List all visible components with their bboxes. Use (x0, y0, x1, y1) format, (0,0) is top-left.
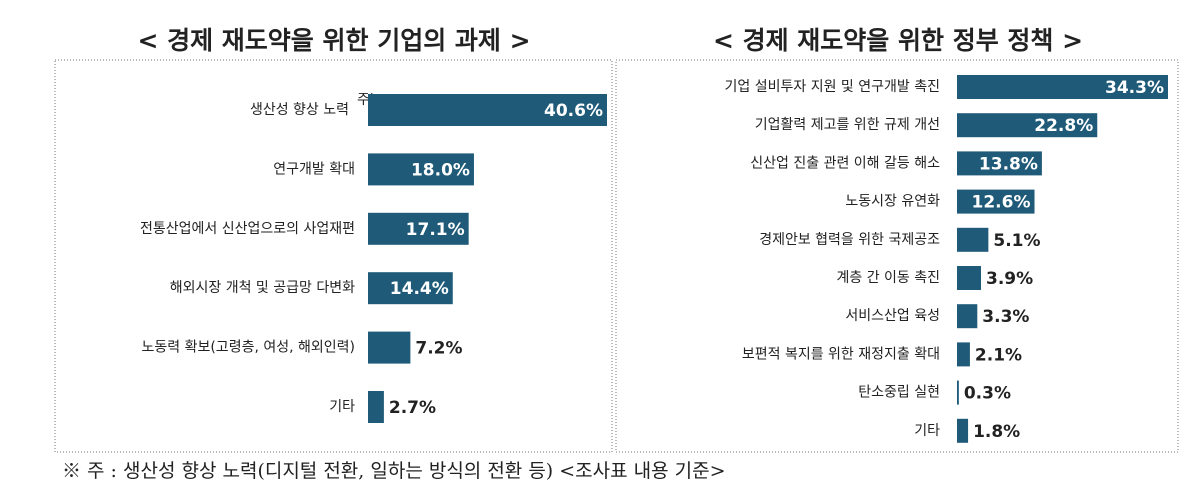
category-label: 기타 (329, 399, 355, 415)
bar (957, 266, 981, 290)
category-label: 노동시장 유연화 (845, 194, 940, 210)
chart-title: < 경제 재도약을 위한 기업의 과제 > (137, 26, 530, 55)
value-label: 14.4% (390, 279, 449, 299)
bar (957, 380, 959, 405)
value-label: 40.6% (544, 101, 603, 121)
category-label: 보편적 복지를 위한 재정지출 확대 (742, 346, 940, 362)
value-label: 7.2% (415, 339, 462, 359)
bar (957, 189, 1035, 214)
bar (957, 75, 1168, 99)
value-label: 1.8% (973, 422, 1020, 442)
bar (957, 342, 970, 367)
bar (957, 304, 978, 329)
bar (368, 272, 453, 305)
category-label: 계층 간 이동 촉진 (836, 270, 940, 286)
footnote: ※ 주 : 생산성 향상 노력(디지털 전환, 일하는 방식의 전환 등) <조… (62, 460, 726, 482)
category-label: 해외시장 개척 및 공급망 다변화 (170, 280, 355, 296)
value-label: 5.1% (993, 231, 1040, 251)
category-label: 기업활력 제고를 위한 규제 개선 (755, 117, 940, 133)
bar (368, 94, 607, 126)
bar (368, 391, 384, 423)
value-label: 13.8% (979, 154, 1038, 174)
value-label: 17.1% (406, 220, 465, 240)
category-label: 탄소중립 실현 (858, 385, 940, 401)
bar (957, 151, 1042, 176)
value-label: 2.7% (389, 398, 436, 418)
bar (368, 331, 411, 364)
value-label: 0.3% (964, 384, 1011, 404)
bar (957, 418, 969, 443)
bar (368, 153, 474, 186)
category-label: 경제안보 협력을 위한 국제공조 (759, 232, 940, 248)
value-label: 2.1% (975, 345, 1022, 365)
value-label: 3.9% (986, 269, 1033, 289)
category-label: 연구개발 확대 (273, 161, 355, 177)
bar (957, 113, 1098, 138)
value-label: 3.3% (982, 307, 1029, 327)
value-label: 34.3% (1105, 78, 1164, 98)
bar (957, 227, 989, 252)
panel-frame (54, 59, 613, 453)
value-label: 18.0% (411, 160, 470, 180)
category-label: 신산업 진출 관련 이해 갈등 해소 (750, 155, 940, 171)
category-label: 노동력 확보(고령층, 여성, 해외인력) (142, 340, 356, 356)
category-label: 기타 (914, 423, 940, 439)
value-label: 22.8% (1034, 116, 1093, 136)
bar (368, 212, 469, 245)
category-label: 전통산업에서 신산업으로의 사업재편 (140, 221, 355, 237)
value-label: 12.6% (972, 193, 1031, 213)
category-label: 생산성 향상 노력 (250, 102, 349, 118)
chart-title: < 경제 재도약을 위한 정부 정책 > (713, 26, 1083, 55)
category-label: 서비스산업 육성 (845, 308, 940, 324)
category-label: 기업 설비투자 지원 및 연구개발 촉진 (725, 79, 940, 95)
